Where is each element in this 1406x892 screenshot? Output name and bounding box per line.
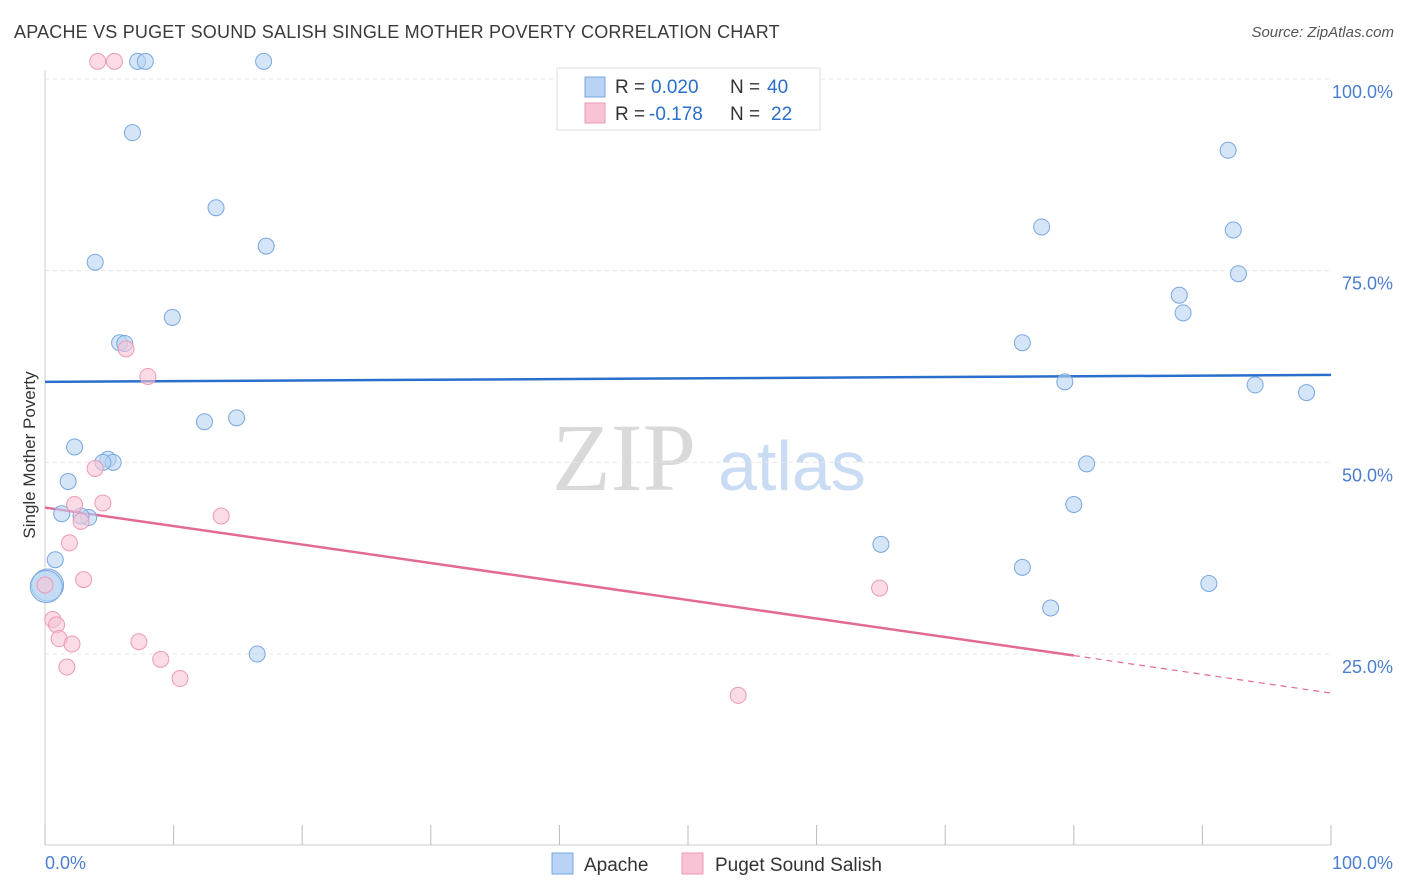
legend-apache-r-value: 0.020	[651, 77, 699, 98]
salish-point	[729, 686, 747, 704]
apache-point	[163, 308, 181, 326]
apache-point	[46, 551, 64, 569]
apache-point	[207, 199, 225, 217]
source-label: Source: ZipAtlas.com	[1251, 24, 1394, 41]
salish-point	[212, 507, 230, 525]
watermark-atlas: atlas	[718, 427, 866, 505]
apache-point	[66, 438, 84, 456]
apache-point	[1065, 496, 1083, 513]
legend-apache-n-label: N =	[730, 77, 760, 98]
apache-point	[123, 124, 141, 142]
legend-apache-r-label: R =	[615, 77, 645, 98]
apache-point	[1013, 558, 1031, 576]
salish-point	[171, 670, 189, 688]
salish-point	[66, 496, 84, 513]
apache-point	[59, 473, 77, 490]
salish-point	[48, 616, 66, 634]
apache-point	[255, 52, 273, 70]
salish-point	[94, 494, 112, 512]
salish-point	[58, 658, 76, 676]
tick-labels: 100.0% 75.0% 50.0% 25.0% 0.0% 100.0%	[45, 82, 1393, 873]
apache-point	[1229, 265, 1247, 283]
apache-point	[1056, 373, 1074, 391]
legend-apache-n-value: 40	[767, 77, 788, 98]
apache-point	[248, 645, 266, 663]
apache-point	[257, 237, 275, 255]
legend-salish-r-label: R =	[615, 104, 645, 125]
watermark-zip: ZIP	[552, 404, 696, 511]
salish-trend-extension	[1073, 654, 1332, 694]
y-axis-label: Single Mother Poverty	[20, 371, 39, 539]
x-tick-label-right: 100.0%	[1332, 853, 1393, 873]
salish-point	[117, 340, 135, 358]
salish-point	[86, 459, 104, 477]
apache-point	[1219, 141, 1237, 159]
apache-point	[1200, 574, 1218, 592]
apache-point	[1013, 334, 1031, 352]
bottom-legend-apache: Apache	[584, 855, 648, 876]
apache-trend-line	[44, 373, 1332, 384]
apache-point	[1224, 221, 1242, 239]
legend-salish-r-value: -0.178	[649, 104, 703, 125]
y-tick-label: 50.0%	[1342, 465, 1393, 485]
salish-point	[105, 52, 123, 70]
bottom-legend-salish: Puget Sound Salish	[715, 855, 882, 876]
data-points	[29, 52, 1316, 704]
apache-point	[195, 413, 213, 431]
salish-point	[60, 534, 78, 552]
bottom-legend-swatch-apache	[551, 852, 574, 875]
salish-point	[72, 512, 90, 530]
legend-salish-n-label: N =	[730, 104, 760, 125]
salish-point	[63, 635, 81, 653]
salish-trend-line	[44, 506, 1074, 657]
apache-point	[1042, 599, 1060, 617]
y-tick-label: 75.0%	[1342, 274, 1393, 294]
apache-point	[1246, 376, 1264, 394]
apache-point	[136, 52, 154, 70]
apache-point	[86, 253, 104, 271]
legend: R = 0.020 N = 40 R = -0.178 N = 22	[556, 67, 821, 131]
chart-title: APACHE VS PUGET SOUND SALISH SINGLE MOTH…	[14, 22, 780, 42]
apache-point	[228, 409, 246, 427]
apache-point	[53, 505, 71, 523]
x-tick-label-left: 0.0%	[45, 853, 86, 873]
apache-point	[872, 535, 890, 553]
y-tick-label: 100.0%	[1332, 82, 1393, 102]
salish-point	[75, 571, 93, 589]
bottom-legend: Apache Puget Sound Salish	[551, 852, 882, 876]
apache-point	[1078, 455, 1096, 473]
y-tick-label: 25.0%	[1342, 657, 1393, 677]
apache-point	[1174, 304, 1192, 322]
salish-point	[36, 576, 54, 594]
axes	[44, 70, 1332, 846]
legend-swatch-apache	[584, 76, 606, 98]
bottom-legend-swatch-salish	[681, 852, 704, 875]
salish-point	[871, 579, 889, 597]
apache-point	[1033, 218, 1051, 236]
salish-point	[139, 367, 157, 385]
salish-point	[130, 633, 148, 651]
salish-point	[89, 52, 107, 70]
salish-point	[152, 650, 170, 668]
legend-salish-n-value: 22	[771, 104, 792, 125]
grid-lines	[45, 78, 1331, 655]
legend-swatch-salish	[584, 102, 606, 124]
apache-point	[1298, 384, 1316, 402]
trend-lines	[44, 373, 1332, 694]
apache-point	[1170, 286, 1188, 304]
